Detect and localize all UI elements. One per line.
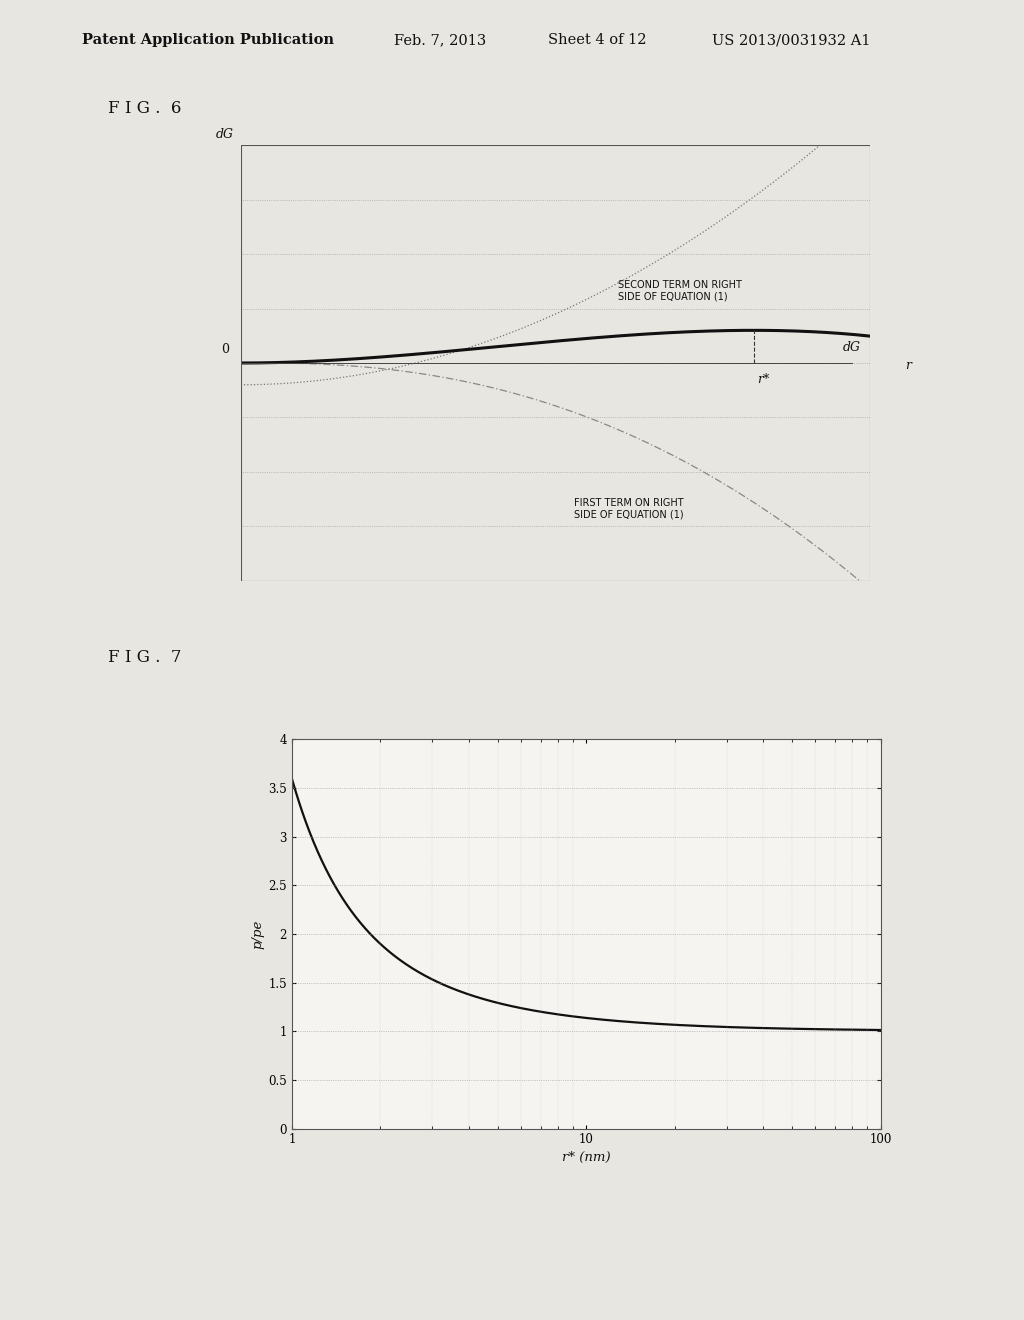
Text: dG: dG [843, 342, 861, 354]
Text: 0: 0 [221, 343, 229, 356]
Text: r*: r* [757, 372, 769, 385]
Y-axis label: p/pe: p/pe [251, 919, 264, 949]
Text: F I G .  7: F I G . 7 [108, 649, 181, 667]
Text: FIRST TERM ON RIGHT
SIDE OF EQUATION (1): FIRST TERM ON RIGHT SIDE OF EQUATION (1) [574, 498, 684, 520]
Text: Patent Application Publication: Patent Application Publication [82, 33, 334, 48]
Text: r: r [905, 359, 911, 372]
Text: Sheet 4 of 12: Sheet 4 of 12 [548, 33, 646, 48]
Text: SECOND TERM ON RIGHT
SIDE OF EQUATION (1): SECOND TERM ON RIGHT SIDE OF EQUATION (1… [618, 280, 742, 302]
Text: dG: dG [216, 128, 233, 141]
Text: Feb. 7, 2013: Feb. 7, 2013 [394, 33, 486, 48]
X-axis label: r* (nm): r* (nm) [562, 1151, 610, 1164]
Text: F I G .  6: F I G . 6 [108, 100, 181, 117]
Text: US 2013/0031932 A1: US 2013/0031932 A1 [712, 33, 870, 48]
